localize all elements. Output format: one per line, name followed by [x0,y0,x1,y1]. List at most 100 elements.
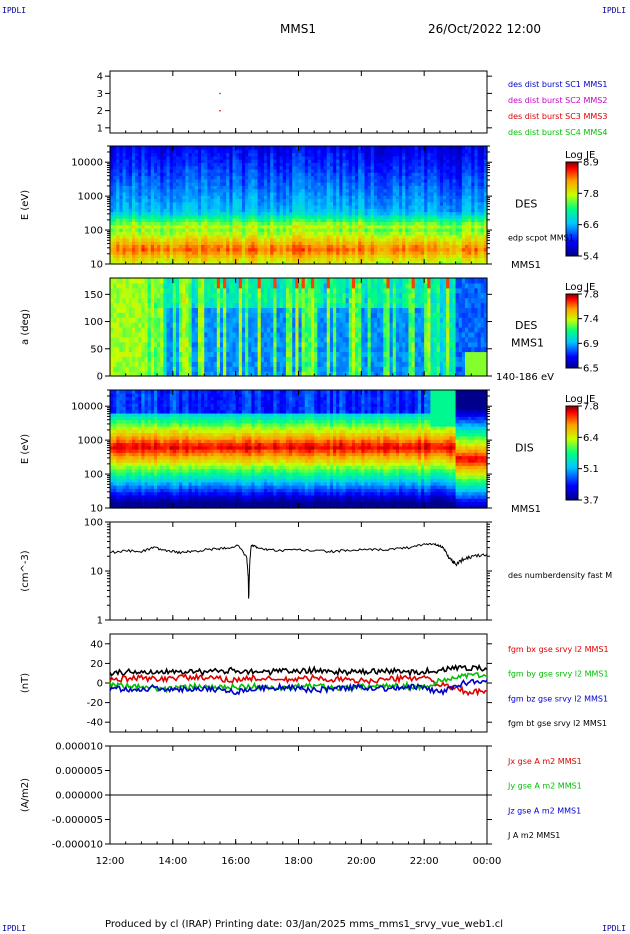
spectrogram-cell [210,250,215,255]
spectrogram-cell [191,250,196,255]
spectrogram-cell [172,191,177,196]
spectrogram-cell [157,175,161,180]
spectrogram-cell [210,257,215,262]
spectrogram-cell [207,214,212,219]
spectrogram-cell [182,237,186,242]
spectrogram-cell [160,205,165,209]
spectrogram-cell [185,254,190,259]
spectrogram-cell [207,159,212,163]
spectrogram-cell [166,168,171,173]
spectrogram-cell [147,191,152,196]
spectrogram-cell [138,168,143,173]
spectrogram-cell [172,227,177,232]
spectrogram-cell [135,178,139,183]
spectrogram-cell [138,250,143,255]
spectrogram-cell [213,172,218,177]
spectrogram-cell [110,149,114,154]
spectrogram-cell [144,185,149,190]
spectrogram-cell [116,244,121,249]
spectrogram-cell [163,182,168,186]
spectrogram-cell [169,234,174,239]
spectrogram-cell [147,182,152,186]
spectrogram-cell [219,244,224,249]
spectrogram-cell [131,201,136,206]
spectrogram-cell [182,205,186,209]
spectrogram-cell [179,231,183,236]
spectrogram-cell [116,211,121,216]
spectrogram-cell [179,244,183,249]
spectrogram-cell [172,208,177,213]
spectrogram-cell [213,165,218,170]
spectrogram-cell [169,227,174,232]
spectrogram-cell [166,185,171,190]
spectrogram-cell [197,208,202,213]
spectrogram-cell [223,146,227,150]
spectrogram-cell [138,254,143,259]
spectrogram-cell [166,254,171,259]
spectrogram-cell [175,185,180,190]
spectrogram-cell [216,221,221,226]
spectrogram-cell [201,244,205,249]
spectrogram-cell [163,146,168,150]
spectrogram-cell [207,178,212,183]
spectrogram-cell [204,178,208,183]
spectrogram-cell [194,188,199,193]
spectrogram-cell [122,244,127,249]
spectrogram-cell [210,146,215,150]
spectrogram-cell [191,254,196,259]
spectrogram-cell [110,168,114,173]
spectrogram-cell [172,162,177,167]
spectrogram-cell [223,221,227,226]
spectrogram-cell [122,168,127,173]
spectrogram-cell [223,201,227,206]
spectrogram-cell [141,224,146,229]
spectrogram-cell [113,162,117,167]
spectrogram-cell [125,152,130,157]
legend-entry-burst-0: des dist burst SC1 MMS1 [508,80,607,89]
spectrogram-cell [216,257,221,262]
spectrogram-cell [179,195,183,200]
spectrogram-cell [216,244,221,249]
spectrogram-cell [169,159,174,163]
spectrogram-cell [141,201,146,206]
spectrogram-cell [219,146,224,150]
spectrogram-cell [135,175,139,180]
burst-point-2-0 [219,110,221,112]
spectrogram-cell [185,224,190,229]
spectrogram-cell [188,260,193,265]
spectrogram-cell [172,182,177,186]
spectrogram-cell [216,155,221,160]
spectrogram-cell [131,221,136,226]
spectrogram-cell [191,260,196,265]
spectrogram-cell [223,182,227,186]
spectrogram-cell [232,159,237,163]
spectrogram-cell [204,260,208,265]
spectrogram-cell [119,172,124,177]
spectrogram-cell [141,159,146,163]
spectrogram-cell [175,227,180,232]
spectrogram-cell [229,234,234,239]
spectrogram-cell [172,149,177,154]
spectrogram-cell [135,254,139,259]
spectrogram-cell [201,205,205,209]
spectrogram-cell [172,234,177,239]
spectrogram-cell [207,231,212,236]
spectrogram-cell [128,234,133,239]
spectrogram-cell [213,152,218,157]
spectrogram-cell [113,244,117,249]
spectrogram-cell [223,237,227,242]
spectrogram-cell [219,205,224,209]
spectrogram-cell [169,211,174,216]
spectrogram-cell [213,155,218,160]
spectrogram-cell [113,214,117,219]
spectrogram-cell [175,241,180,245]
spectrogram-cell [150,152,155,157]
spectrogram-cell [197,224,202,229]
spectrogram-cell [160,201,165,206]
spectrogram-cell [144,175,149,180]
spectrogram-cell [147,260,152,265]
spectrogram-cell [163,227,168,232]
spectrogram-cell [135,195,139,200]
spectrogram-cell [185,152,190,157]
